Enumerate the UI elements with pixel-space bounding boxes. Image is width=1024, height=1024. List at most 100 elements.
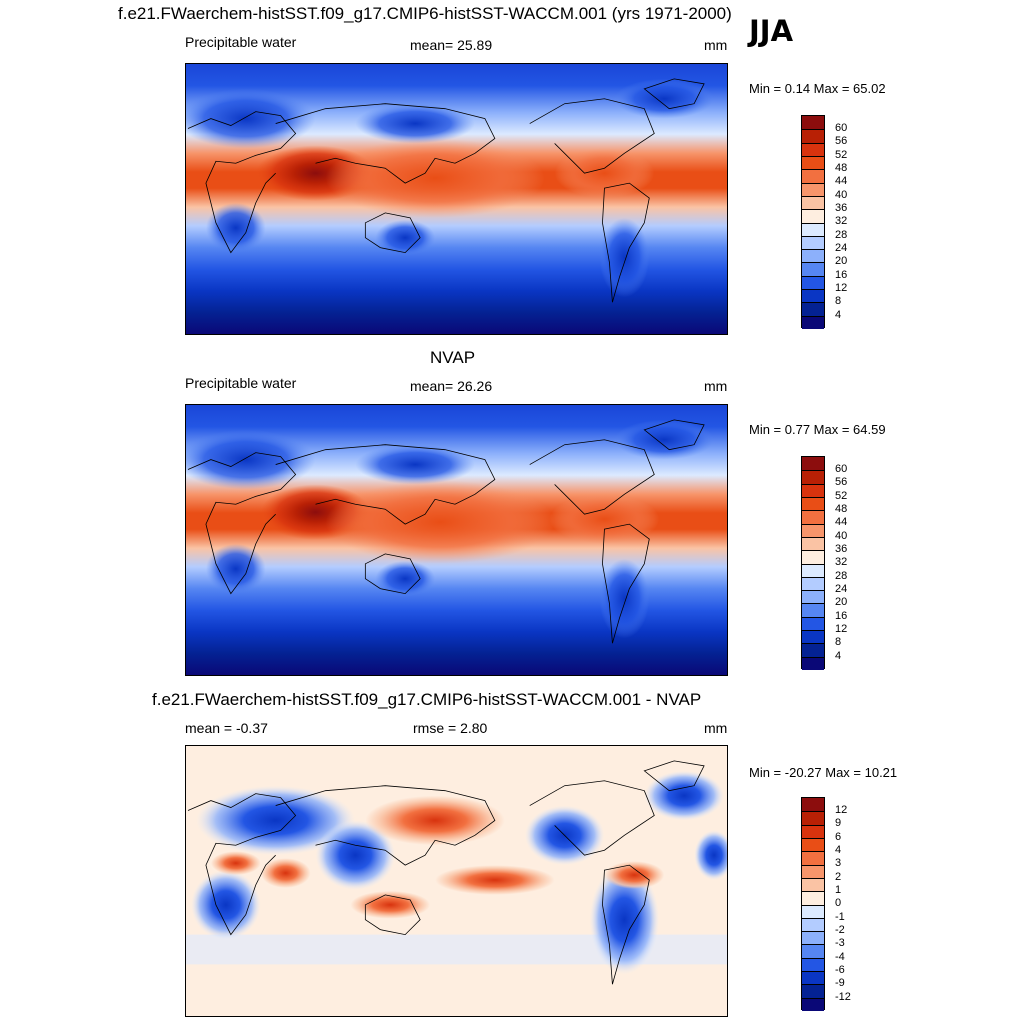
panel1-colorbar-tick: 16 [835,269,848,281]
panel2-colorbar-swatch [802,536,824,551]
panel1-colorbar-swatch [802,235,824,250]
panel3-map [185,745,728,1017]
panel3-colorbar-tick: -4 [835,951,845,963]
panel1-colorbar-swatch [802,275,824,290]
panel3-colorbar-swatch [802,917,824,932]
panel2-colorbar-tick: 36 [835,543,848,555]
panel2-colorbar-swatch [802,510,824,524]
panel2-colorbar-tick: 20 [835,596,848,608]
panel2-colorbar-swatch [802,616,824,631]
panel1-colorbar-swatch [802,289,824,303]
panel1-colorbar-tick: 52 [835,149,848,161]
panel2-colorbar-swatch [802,483,824,498]
panel1-colorbar-swatch [802,302,824,317]
panel2-colorbar-tick: 16 [835,610,848,622]
panel2-colorbar-tick: 56 [835,476,848,488]
panel1-colorbar-swatch [802,182,824,197]
panel2-colorbar-swatch [802,470,824,485]
panel3-colorbar-tick: -1 [835,911,845,923]
panel1-colorbar-tick: 36 [835,202,848,214]
panel3-mean-label: mean = -0.37 [185,720,268,736]
season-label: JJA [749,14,794,48]
panel1-colorbar-tick: 20 [835,255,848,267]
panel2-contour-field [186,405,727,675]
panel1-colorbar-tick: 56 [835,135,848,147]
figure-title: f.e21.FWaerchem-histSST.f09_g17.CMIP6-hi… [118,4,732,23]
panel2-colorbar-tick: 32 [835,556,848,568]
panel1-colorbar-box [801,115,825,330]
panel2-colorbar-swatch [802,603,824,618]
panel2-variable-label: Precipitable water [185,375,297,391]
panel2-colorbar-tick: 8 [835,636,842,648]
panel1-colorbar-swatch [802,222,824,237]
panel3-colorbar-swatch [802,837,824,852]
panel2-colorbar-tick: 28 [835,570,848,582]
panel2-colorbar-box [801,456,825,671]
panel1-colorbar-swatch [802,142,824,157]
panel1-colorbar-swatch [802,315,824,330]
panel3-colorbar-swatch [802,851,824,865]
panel1-contour-field [186,64,727,334]
panel3-rmse-label: rmse = 2.80 [413,720,488,736]
panel2-map [185,404,728,676]
panel3-colorbar-swatch [802,904,824,919]
panel3-minmax-label: Min = -20.27 Max = 10.21 [749,765,898,780]
panel1-colorbar-tick: 32 [835,215,848,227]
panel2-colorbar-tick: 60 [835,463,848,475]
panel1-colorbar-swatch [802,209,824,223]
panel3-colorbar-tick: 12 [835,804,848,816]
panel1-colorbar-swatch [802,262,824,277]
panel2-colorbar-swatch [802,550,824,564]
panel2-colorbar-tick: 44 [835,516,848,528]
panel1-colorbar-tick: 60 [835,122,848,134]
panel1-colorbar-tick: 28 [835,229,848,241]
panel3-colorbar-tick: 3 [835,857,842,869]
panel3-colorbar-swatch [802,798,824,812]
panel1-mean-label: mean= 25.89 [410,37,493,53]
panel2-colorbar-swatch [802,563,824,578]
panel1-colorbar-tick: 44 [835,175,848,187]
panel1-minmax-label: Min = 0.14 Max = 65.02 [749,81,886,96]
panel3-colorbar-tick: -6 [835,964,845,976]
panel2-mean-label: mean= 26.26 [410,378,493,394]
panel2-colorbar-tick: 40 [835,530,848,542]
panel3-colorbar-swatch [802,891,824,905]
panel2-colorbar-swatch [802,457,824,471]
panel3-colorbar-swatch [802,824,824,839]
panel3-colorbar-tick: 9 [835,817,842,829]
panel2-colorbar-swatch [802,576,824,591]
panel3-contour-field [186,746,727,1016]
panel2-units-label: mm [704,378,728,394]
panel1-colorbar-swatch [802,116,824,130]
panel1-variable-label: Precipitable water [185,34,297,50]
panel3-colorbar-swatch [802,944,824,959]
panel2-colorbar-tick: 4 [835,650,842,662]
panel3-colorbar-tick: 2 [835,871,842,883]
panel1-colorbar-tick: 8 [835,295,842,307]
panel3-colorbar-swatch [802,971,824,985]
panel3-units-label: mm [704,720,728,736]
panel3-colorbar-tick: 0 [835,897,842,909]
panel3-colorbar-swatch [802,864,824,879]
panel2-colorbar-tick: 24 [835,583,848,595]
panel2-title: NVAP [430,348,476,367]
panel1-units-label: mm [704,37,728,53]
panel3-colorbar-tick: -2 [835,924,845,936]
panel2-colorbar-tick: 12 [835,623,848,635]
panel3-colorbar-tick: 4 [835,844,842,856]
panel3-title: f.e21.FWaerchem-histSST.f09_g17.CMIP6-hi… [152,690,702,709]
panel2-colorbar-swatch [802,496,824,511]
panel1-colorbar-tick: 24 [835,242,848,254]
panel1-colorbar-swatch [802,129,824,144]
panel2-minmax-label: Min = 0.77 Max = 64.59 [749,422,886,437]
panel2-colorbar-swatch [802,523,824,538]
panel3-colorbar-tick: 1 [835,884,842,896]
panel1-colorbar-swatch [802,155,824,170]
panel1-colorbar-swatch [802,195,824,210]
panel2-colorbar-swatch [802,643,824,658]
panel1-colorbar-tick: 48 [835,162,848,174]
panel2-colorbar-swatch [802,630,824,644]
panel3-colorbar-swatch [802,811,824,826]
panel2-colorbar-swatch [802,590,824,604]
panel1-colorbar-swatch [802,169,824,183]
